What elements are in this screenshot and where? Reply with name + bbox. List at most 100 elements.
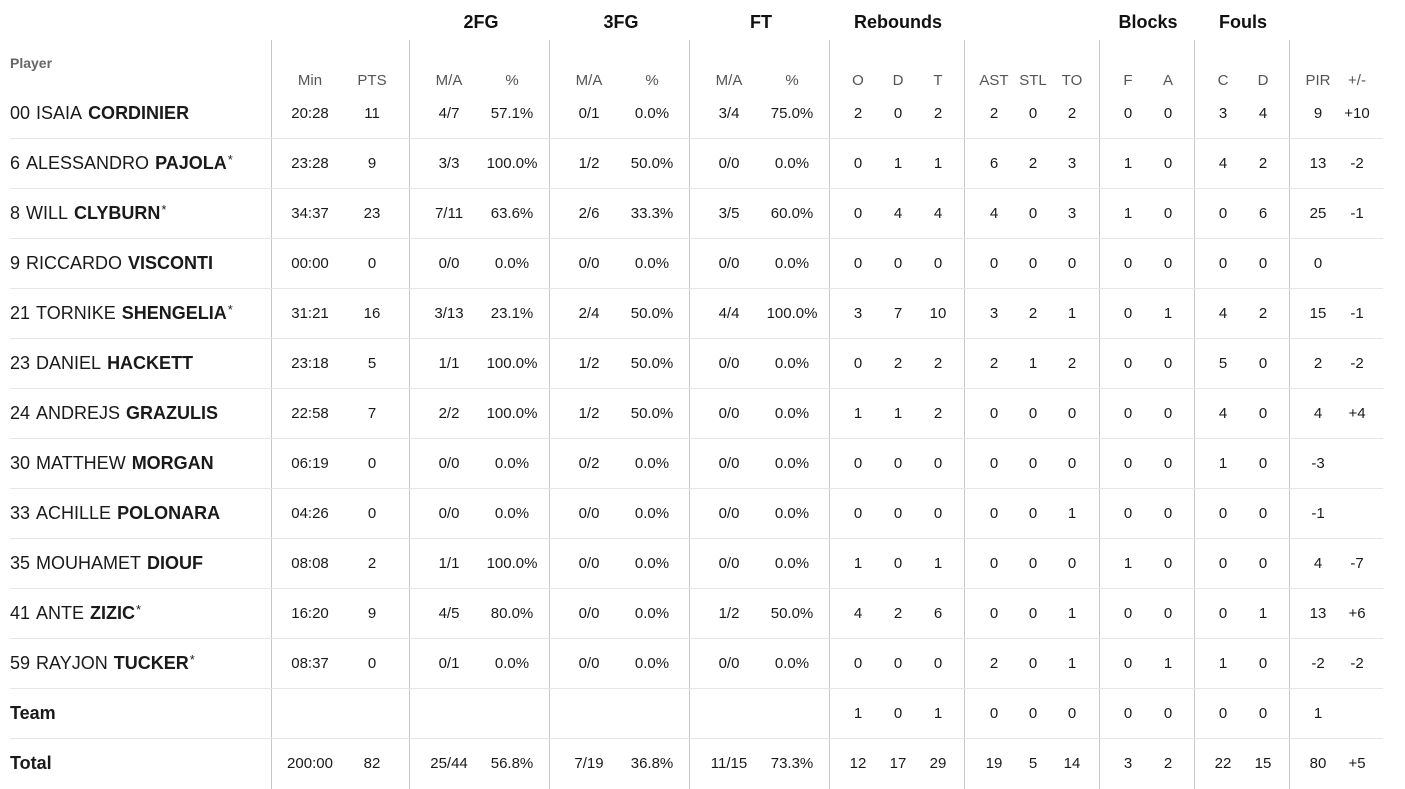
player-last-name: VISCONTI — [128, 253, 214, 273]
cell-foul-c: 0 — [1218, 255, 1228, 272]
cell-pir: 80 — [1309, 755, 1327, 772]
player-name[interactable]: 00 ISAIA CORDINIER — [10, 103, 189, 124]
cell-ft-ma: 3/4 — [718, 105, 740, 122]
cell-plus-minus: -1 — [1350, 305, 1364, 322]
cell-pir: -3 — [1311, 455, 1325, 472]
cell-blk-f: 0 — [1123, 405, 1133, 422]
cell-foul-d: 0 — [1258, 455, 1268, 472]
player-number: 41 — [10, 603, 31, 623]
cell-foul-c: 0 — [1218, 605, 1228, 622]
cell-ft-pct: 50.0% — [770, 605, 814, 622]
cell-fg3-ma: 0/0 — [578, 605, 600, 622]
cell-fg2-pct: 100.0% — [486, 555, 538, 572]
player-name[interactable]: 41 ANTE ZIZIC* — [10, 602, 142, 624]
cell-to: 0 — [1067, 255, 1077, 272]
player-first-name: MOUHAMET — [36, 553, 142, 573]
cell-ft-pct: 100.0% — [766, 305, 818, 322]
player-first-name: ANTE — [36, 603, 85, 623]
cell-reb-o: 1 — [853, 705, 863, 722]
column-header-reb-t: T — [933, 72, 943, 89]
cell-foul-c: 0 — [1218, 205, 1228, 222]
player-name[interactable]: 23 DANIEL HACKETT — [10, 353, 193, 374]
cell-fg2-ma: 25/44 — [430, 755, 468, 772]
cell-blk-a: 0 — [1163, 505, 1173, 522]
cell-fg3-pct: 0.0% — [634, 105, 670, 122]
column-header-pts: PTS — [357, 72, 387, 89]
column-header-ft-ma: M/A — [715, 72, 743, 89]
player-last-name: CLYBURN — [74, 203, 161, 223]
player-name[interactable]: 33 ACHILLE POLONARA — [10, 503, 220, 524]
column-header-min: Min — [297, 72, 323, 89]
cell-blk-f: 0 — [1123, 105, 1133, 122]
cell-fg2-pct: 23.1% — [490, 305, 534, 322]
cell-reb-t: 10 — [929, 305, 947, 322]
cell-blk-f: 1 — [1123, 205, 1133, 222]
cell-pts: 9 — [367, 605, 377, 622]
cell-blk-a: 0 — [1163, 555, 1173, 572]
cell-blk-f: 0 — [1123, 355, 1133, 372]
cell-reb-t: 2 — [933, 405, 943, 422]
cell-reb-d: 0 — [893, 705, 903, 722]
cell-fg3-pct: 50.0% — [630, 405, 674, 422]
cell-fg2-ma: 3/13 — [434, 305, 464, 322]
player-name[interactable]: 8 WILL CLYBURN* — [10, 202, 166, 224]
cell-ast: 0 — [989, 405, 999, 422]
cell-reb-d: 0 — [893, 655, 903, 672]
cell-foul-d: 0 — [1258, 555, 1268, 572]
cell-stl: 2 — [1028, 305, 1038, 322]
player-last-name: HACKETT — [107, 353, 194, 373]
cell-fg3-pct: 36.8% — [630, 755, 674, 772]
starter-marker: * — [136, 602, 142, 617]
cell-pir: 1 — [1313, 705, 1323, 722]
cell-reb-d: 17 — [889, 755, 907, 772]
cell-blk-a: 0 — [1163, 455, 1173, 472]
cell-fg2-ma: 7/11 — [434, 205, 464, 222]
cell-reb-d: 2 — [893, 605, 903, 622]
player-last-name: GRAZULIS — [126, 403, 219, 423]
player-name[interactable]: 6 ALESSANDRO PAJOLA* — [10, 152, 233, 174]
cell-ft-pct: 60.0% — [770, 205, 814, 222]
cell-blk-f: 0 — [1123, 305, 1133, 322]
cell-pir: 13 — [1309, 155, 1327, 172]
player-name[interactable]: 9 RICCARDO VISCONTI — [10, 253, 213, 274]
group-header-fouls: Fouls — [1219, 12, 1267, 32]
cell-ft-pct: 0.0% — [774, 155, 810, 172]
row-separator — [10, 688, 1383, 689]
cell-ft-ma: 11/15 — [710, 755, 748, 772]
column-header-reb-d: D — [892, 72, 904, 89]
player-name[interactable]: 24 ANDREJS GRAZULIS — [10, 403, 218, 424]
player-column-header: Player — [10, 55, 53, 71]
row-separator — [10, 538, 1383, 539]
player-name[interactable]: 35 MOUHAMET DIOUF — [10, 553, 203, 574]
cell-pir: -1 — [1311, 505, 1325, 522]
cell-fg2-ma: 1/1 — [438, 355, 460, 372]
cell-reb-o: 0 — [853, 255, 863, 272]
cell-blk-f: 1 — [1123, 155, 1133, 172]
cell-blk-f: 0 — [1123, 605, 1133, 622]
player-last-name: DIOUF — [147, 553, 204, 573]
row-separator — [10, 738, 1383, 739]
cell-foul-d: 0 — [1258, 655, 1268, 672]
cell-foul-d: 0 — [1258, 505, 1268, 522]
cell-ft-pct: 0.0% — [774, 405, 810, 422]
cell-reb-o: 0 — [853, 155, 863, 172]
cell-fg2-pct: 0.0% — [494, 255, 530, 272]
cell-to: 2 — [1067, 355, 1077, 372]
player-name[interactable]: 21 TORNIKE SHENGELIA* — [10, 302, 233, 324]
column-header-blk-f: F — [1123, 72, 1133, 89]
cell-ft-pct: 0.0% — [774, 355, 810, 372]
player-name[interactable]: 59 RAYJON TUCKER* — [10, 652, 195, 674]
cell-plus-minus: +10 — [1344, 105, 1370, 122]
cell-reb-o: 3 — [853, 305, 863, 322]
cell-plus-minus: +6 — [1348, 605, 1366, 622]
column-header-pir: PIR — [1305, 72, 1331, 89]
player-first-name: ALESSANDRO — [26, 153, 150, 173]
cell-foul-c: 0 — [1218, 555, 1228, 572]
cell-ft-ma: 0/0 — [718, 455, 740, 472]
cell-stl: 0 — [1028, 555, 1038, 572]
cell-fg2-pct: 0.0% — [494, 455, 530, 472]
cell-blk-f: 0 — [1123, 455, 1133, 472]
cell-plus-minus: -2 — [1350, 355, 1364, 372]
player-name[interactable]: 30 MATTHEW MORGAN — [10, 453, 214, 474]
player-number: 00 — [10, 103, 31, 123]
